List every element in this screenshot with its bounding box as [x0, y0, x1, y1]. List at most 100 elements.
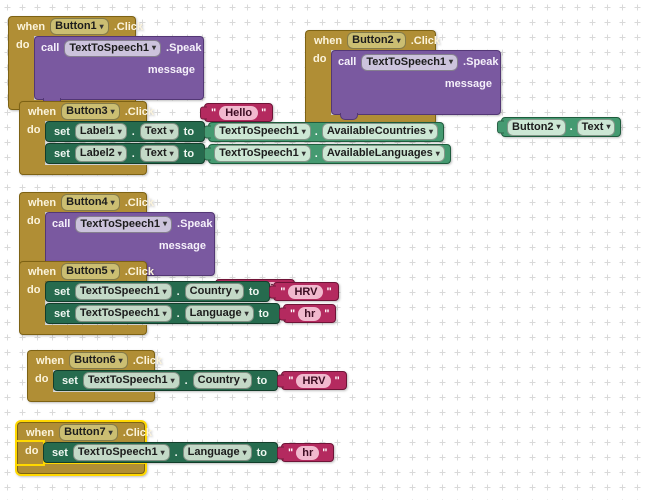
event-block-button5-click[interactable]: when Button5 ▾ .Click do set TextToSpeec… — [19, 261, 339, 335]
component-dropdown[interactable]: Button3 ▾ — [61, 103, 120, 120]
set-property-block[interactable]: set Label1 ▾ . Text ▾ to — [45, 121, 206, 142]
property-dropdown[interactable]: Country ▾ — [184, 283, 244, 300]
component-dropdown[interactable]: Button1 ▾ — [50, 18, 109, 35]
chevron-down-icon: ▾ — [110, 197, 115, 207]
property-dropdown[interactable]: Text ▾ — [139, 145, 179, 162]
chevron-down-icon: ▾ — [242, 447, 247, 457]
event-header: when Button5 ▾ .Click — [19, 261, 154, 281]
component-dropdown[interactable]: Label2 ▾ — [74, 145, 127, 162]
dropdown-value: TextToSpeech1 — [77, 446, 158, 458]
event-name: .Click — [122, 426, 153, 439]
open-quote: " — [280, 285, 286, 298]
property-dropdown[interactable]: Language ▾ — [182, 444, 252, 461]
event-block-button7-click-selected[interactable]: when Button7 ▾ .Click do set TextToSpeec… — [17, 422, 335, 474]
close-quote: " — [334, 374, 340, 387]
text-field[interactable]: Hello — [219, 105, 259, 120]
set-property-block[interactable]: set TextToSpeech1 ▾ . Language ▾ to — [45, 303, 281, 324]
text-string-block[interactable]: " Hello " — [204, 103, 274, 122]
dropdown-value: Button1 — [55, 20, 97, 32]
when-keyword: when — [314, 34, 343, 47]
component-dropdown[interactable]: Button6 ▾ — [69, 352, 128, 369]
to-keyword: to — [256, 446, 268, 459]
set-property-block[interactable]: set TextToSpeech1 ▾ . Country ▾ to — [45, 281, 271, 302]
chevron-down-icon: ▾ — [449, 57, 454, 66]
property-getter-block[interactable]: TextToSpeech1 ▾ . AvailableCountries ▾ — [208, 121, 445, 142]
to-keyword: to — [256, 374, 268, 387]
method-name: .Speak — [166, 42, 202, 54]
property-dropdown[interactable]: Text ▾ — [139, 123, 179, 140]
close-quote: " — [261, 106, 267, 119]
do-slot: do — [305, 50, 331, 115]
dropdown-value: Text — [144, 147, 167, 159]
event-footer — [17, 464, 145, 474]
component-dropdown[interactable]: Button5 ▾ — [61, 263, 120, 280]
component-dropdown[interactable]: Button2 ▾ — [507, 118, 566, 136]
method-name: .Speak — [463, 56, 499, 68]
component-dropdown[interactable]: TextToSpeech1 ▾ — [75, 215, 173, 233]
dropdown-value: TextToSpeech1 — [79, 307, 160, 319]
event-header: when Button2 ▾ .Click — [305, 30, 440, 50]
property-dropdown[interactable]: AvailableLanguages ▾ — [321, 145, 445, 162]
property-getter-block[interactable]: TextToSpeech1 ▾ . AvailableLanguages ▾ — [208, 143, 451, 164]
property-dropdown[interactable]: Country ▾ — [192, 372, 252, 389]
when-keyword: when — [28, 196, 57, 209]
text-string-block[interactable]: " hr " — [281, 443, 335, 462]
dropdown-value: TextToSpeech1 — [366, 55, 447, 68]
chevron-down-icon: ▾ — [301, 126, 306, 136]
text-string-block[interactable]: " hr " — [283, 304, 337, 323]
chevron-down-icon: ▾ — [606, 122, 611, 131]
dropdown-value: Country — [197, 374, 240, 386]
component-dropdown[interactable]: Button4 ▾ — [61, 194, 120, 211]
do-slot: do — [17, 442, 43, 464]
component-dropdown[interactable]: TextToSpeech1 ▾ — [214, 145, 311, 162]
event-block-button3-click[interactable]: when Button3 ▾ .Click do set Label1 ▾ — [19, 101, 451, 175]
do-keyword: do — [25, 445, 39, 457]
property-getter-block[interactable]: Button2 ▾ . Text ▾ — [501, 117, 622, 137]
dot-separator: . — [314, 125, 318, 138]
call-speak-block[interactable]: call TextToSpeech1 ▾ .Speak message Butt — [331, 50, 622, 137]
text-string-block[interactable]: " HRV " — [273, 282, 339, 301]
set-property-block[interactable]: set TextToSpeech1 ▾ . Country ▾ to — [53, 370, 279, 391]
component-dropdown[interactable]: TextToSpeech1 ▾ — [72, 444, 170, 461]
event-block-button6-click[interactable]: when Button6 ▾ .Click do set TextToSpeec… — [27, 350, 347, 402]
set-property-block[interactable]: set TextToSpeech1 ▾ . Language ▾ to — [43, 442, 279, 463]
chevron-down-icon: ▾ — [117, 126, 122, 136]
chevron-down-icon: ▾ — [242, 375, 247, 385]
set-keyword: set — [54, 285, 70, 298]
property-dropdown[interactable]: AvailableCountries ▾ — [321, 123, 439, 140]
text-field[interactable]: HRV — [296, 373, 332, 388]
text-string-block[interactable]: " HRV " — [281, 371, 347, 390]
arg-label: message — [158, 239, 206, 252]
component-dropdown[interactable]: TextToSpeech1 ▾ — [64, 39, 162, 57]
property-dropdown[interactable]: Language ▾ — [184, 305, 254, 322]
event-header: when Button7 ▾ .Click — [17, 422, 152, 442]
call-speak-block[interactable]: call TextToSpeech1 ▾ .Speak message " He… — [34, 36, 274, 122]
component-dropdown[interactable]: TextToSpeech1 ▾ — [74, 283, 172, 300]
event-block-button2-click[interactable]: when Button2 ▾ .Click do call TextToSpee… — [305, 30, 622, 137]
component-dropdown[interactable]: Button2 ▾ — [347, 32, 406, 49]
chevron-down-icon: ▾ — [162, 286, 167, 296]
property-dropdown[interactable]: Text ▾ — [576, 118, 616, 136]
component-dropdown[interactable]: Label1 ▾ — [74, 123, 127, 140]
text-field[interactable]: hr — [298, 306, 322, 321]
component-dropdown[interactable]: Button7 ▾ — [59, 424, 118, 441]
open-quote: " — [288, 374, 294, 387]
dot-separator: . — [176, 285, 180, 298]
dropdown-value: TextToSpeech1 — [79, 285, 160, 297]
event-block-button1-click[interactable]: when Button1 ▾ .Click do call TextToSpee… — [8, 16, 274, 122]
component-dropdown[interactable]: TextToSpeech1 ▾ — [361, 53, 459, 71]
component-dropdown[interactable]: TextToSpeech1 ▾ — [214, 123, 311, 140]
component-dropdown[interactable]: TextToSpeech1 ▾ — [74, 305, 172, 322]
close-quote: " — [322, 446, 328, 459]
component-dropdown[interactable]: TextToSpeech1 ▾ — [82, 372, 180, 389]
text-field[interactable]: HRV — [288, 284, 324, 299]
text-field[interactable]: hr — [296, 445, 320, 460]
set-property-block[interactable]: set Label2 ▾ . Text ▾ to — [45, 143, 206, 164]
chevron-down-icon: ▾ — [301, 148, 306, 158]
dropdown-value: TextToSpeech1 — [87, 374, 168, 386]
dropdown-value: Button6 — [74, 354, 116, 366]
dot-separator: . — [314, 147, 318, 160]
call-keyword: call — [338, 56, 357, 68]
chevron-down-icon: ▾ — [110, 106, 115, 116]
